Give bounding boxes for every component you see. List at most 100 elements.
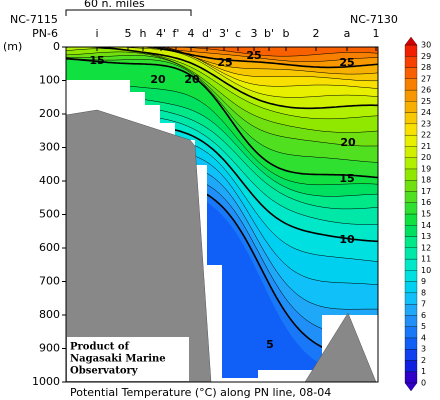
isotherm [66, 47, 378, 89]
y-tick-label: 500 [39, 208, 60, 221]
y-tick-label: 400 [39, 174, 60, 187]
colorbar-box [404, 78, 418, 91]
colorbar-box [404, 236, 418, 248]
colorbar-box [404, 168, 418, 181]
colorbar-label: 5 [421, 322, 426, 331]
station-label: 4' [156, 27, 166, 40]
colorbar-label: 14 [421, 221, 431, 230]
isotherm [66, 47, 378, 110]
station-label: 1 [373, 27, 380, 40]
station-label: f' [173, 27, 180, 40]
colorbar-label: 10 [421, 266, 431, 275]
colorbar-label: 16 [421, 198, 431, 207]
station-label: 4 [188, 27, 195, 40]
chart-title: Potential Temperature (°C) along PN line… [70, 386, 331, 399]
field-band [66, 47, 378, 57]
colorbar-box [404, 292, 418, 305]
colorbar-box [404, 67, 418, 79]
station-label: a [344, 27, 351, 40]
colorbar-label: 29 [421, 52, 431, 61]
station-label: PN-6 [32, 27, 58, 40]
colorbar-label: 7 [421, 300, 426, 309]
isotherm [66, 58, 378, 179]
contour-label: 20 [340, 136, 356, 149]
station-code: NC-7130 [350, 13, 398, 26]
station-label: 2 [313, 27, 320, 40]
colorbar-box [404, 281, 418, 294]
colorbar-label: 24 [421, 108, 431, 117]
y-tick-label: 700 [39, 275, 60, 288]
colorbar-box [404, 225, 418, 237]
colorbar-label: 6 [421, 311, 426, 320]
colorbar-label: 15 [421, 210, 431, 219]
station-label: 3' [219, 27, 229, 40]
colorbar-label: 3 [421, 345, 426, 354]
colorbar-label: 11 [421, 255, 431, 264]
station-label: 3 [251, 27, 258, 40]
station-label: d' [202, 27, 212, 40]
colorbar-label: 13 [421, 232, 431, 241]
scale-bar [65, 9, 192, 16]
credit-box [67, 337, 189, 381]
colorbar-box [404, 213, 418, 226]
colorbar-bottom [404, 382, 418, 392]
y-tick-label: 300 [39, 141, 60, 154]
colorbar-label: 21 [421, 142, 431, 151]
colorbar-label: 28 [421, 63, 431, 72]
station-label: i [95, 27, 98, 40]
colorbar-box [404, 270, 418, 282]
colorbar-box [404, 146, 418, 158]
contour-label: 25 [217, 56, 232, 69]
colorbar-label: 8 [421, 288, 426, 297]
colorbar-label: 0 [421, 379, 426, 388]
colorbar-box [404, 134, 418, 147]
y-tick-label: 100 [39, 74, 60, 87]
colorbar-label: 30 [421, 41, 431, 50]
isotherm [66, 47, 378, 69]
colorbar-box [404, 180, 418, 192]
y-tick-label: 600 [39, 241, 60, 254]
y-tick-label: 800 [39, 308, 60, 321]
colorbar-label: 18 [421, 176, 431, 185]
colorbar-label: 27 [421, 74, 431, 83]
colorbar-label: 2 [421, 356, 426, 365]
y-tick-label: 900 [39, 342, 60, 355]
contour-label: 15 [89, 54, 104, 67]
credit: Product of [70, 342, 130, 353]
colorbar-box [404, 326, 418, 339]
contour-label: 15 [339, 172, 354, 185]
colorbar-box [404, 337, 418, 350]
colorbar-box [404, 191, 418, 203]
contour-label: 25 [246, 49, 261, 62]
colorbar-label: 26 [421, 86, 431, 95]
colorbar-label: 25 [421, 97, 431, 106]
colorbar-label: 4 [421, 333, 426, 342]
contour-label: 20 [184, 73, 200, 86]
y-axis-label: (m) [3, 40, 22, 53]
contour-label: 20 [150, 73, 166, 86]
station-code: NC-7115 [10, 13, 58, 26]
colorbar-box [404, 315, 418, 327]
station-label: h [140, 27, 147, 40]
colorbar-top [404, 36, 418, 46]
colorbar-label: 1 [421, 367, 426, 376]
isotherm [66, 51, 378, 133]
station-label: 5 [125, 27, 132, 40]
colorbar-box [404, 112, 418, 125]
colorbar-box [404, 258, 418, 271]
isotherm [66, 47, 378, 57]
contour-label: 10 [339, 233, 355, 246]
isotherm [66, 47, 378, 62]
colorbar-label: 20 [421, 153, 431, 162]
y-tick-label: 0 [53, 40, 60, 53]
colorbar-box [404, 157, 418, 170]
contour-label: 5 [266, 338, 274, 351]
colorbar-box [404, 89, 418, 102]
y-tick-label: 200 [39, 107, 60, 120]
colorbar-label: 9 [421, 277, 426, 286]
colorbar-box [404, 202, 418, 215]
colorbar-box [404, 44, 418, 57]
colorbar-box [404, 360, 418, 372]
colorbar-box [404, 101, 418, 113]
